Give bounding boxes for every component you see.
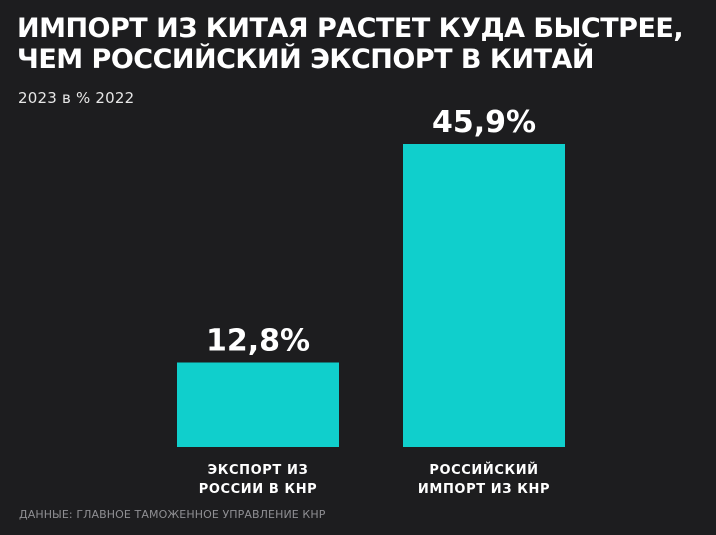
chart-title: ИМПОРТ ИЗ КИТАЯ РАСТЕТ КУДА БЫСТРЕЕ, ЧЕМ… — [17, 13, 707, 75]
category-label-2-line-2: ИМПОРТ ИЗ КНР — [418, 482, 550, 497]
bar-value-label-2: 45,9% — [432, 105, 536, 140]
chart-title-line-1: ИМПОРТ ИЗ КИТАЯ РАСТЕТ КУДА БЫСТРЕЕ, — [17, 13, 684, 44]
bar-1 — [177, 362, 339, 447]
category-label-1-line-1: ЭКСПОРТ ИЗ — [208, 463, 309, 478]
data-source-note: ДАННЫЕ: ГЛАВНОЕ ТАМОЖЕННОЕ УПРАВЛЕНИЕ КН… — [19, 508, 326, 521]
category-label-2-line-1: РОССИЙСКИЙ — [429, 462, 538, 478]
chart-subtitle: 2023 в % 2022 — [18, 89, 135, 107]
category-label-1-line-2: РОССИИ В КНР — [199, 482, 318, 497]
bar-value-label-1: 12,8% — [206, 324, 310, 359]
chart-title-line-2: ЧЕМ РОССИЙСКИЙ ЭКСПОРТ В КИТАЙ — [17, 44, 594, 75]
bar-2 — [403, 144, 565, 447]
